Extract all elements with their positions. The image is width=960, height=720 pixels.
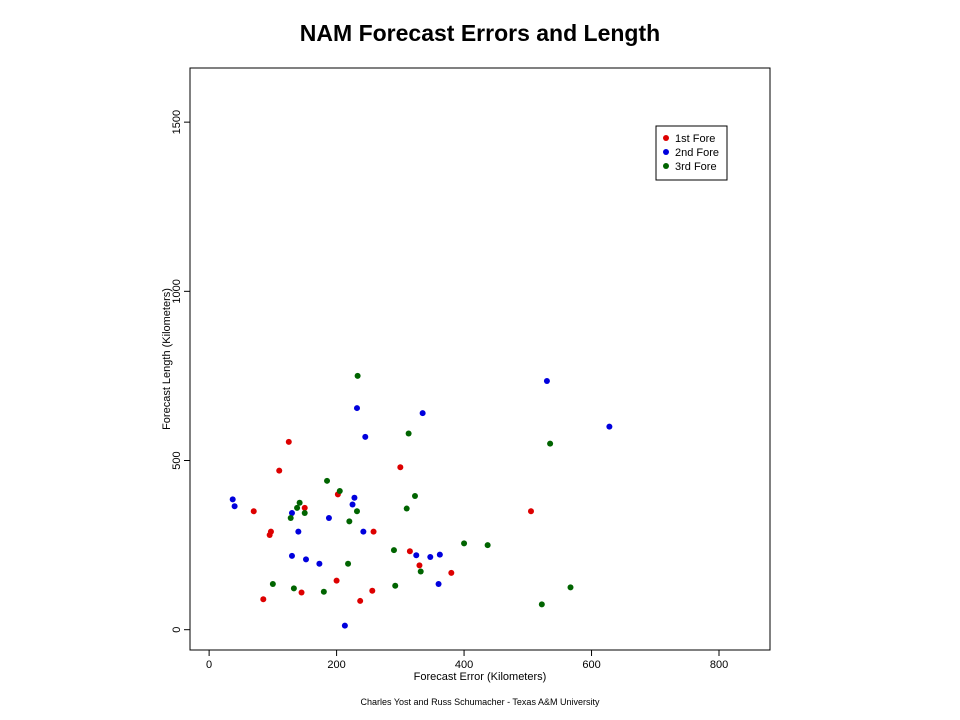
data-point-series-1 <box>298 589 305 596</box>
data-point-series-3 <box>346 518 353 525</box>
footer-credit: Charles Yost and Russ Schumacher - Texas… <box>360 697 600 707</box>
data-point-series-2 <box>413 552 420 559</box>
y-axis-label: Forecast Length (Kilometers) <box>161 288 173 430</box>
data-point-series-2 <box>543 377 550 384</box>
data-point-series-1 <box>260 596 267 603</box>
data-point-series-3 <box>336 487 343 494</box>
data-point-series-3 <box>392 582 399 589</box>
data-point-series-2 <box>295 528 302 535</box>
plot-frame <box>189 67 771 651</box>
y-tick-label: 1000 <box>171 279 183 303</box>
y-tick-label: 1500 <box>171 110 183 134</box>
y-tick-label: 500 <box>171 451 183 469</box>
y-tick-label: 0 <box>171 627 183 633</box>
data-point-series-2 <box>419 410 426 417</box>
legend-marker <box>663 135 669 141</box>
data-point-series-3 <box>294 504 301 511</box>
data-point-series-1 <box>416 562 423 569</box>
x-tick-label: 800 <box>710 659 728 671</box>
x-tick-label: 0 <box>206 659 212 671</box>
data-point-series-1 <box>369 587 376 594</box>
data-point-series-1 <box>333 577 340 584</box>
data-point-series-2 <box>325 515 332 522</box>
data-point-series-3 <box>547 440 554 447</box>
data-point-series-3 <box>461 540 468 547</box>
data-point-series-1 <box>267 528 274 535</box>
data-point-series-2 <box>351 494 358 501</box>
data-point-series-1 <box>285 438 292 445</box>
x-axis: 0 200 400 600 800 <box>206 650 728 671</box>
data-point-series-1 <box>397 464 404 471</box>
data-point-series-2 <box>229 496 236 503</box>
data-point-series-3 <box>484 542 491 549</box>
chart-title: NAM Forecast Errors and Length <box>299 20 661 46</box>
data-point-series-3 <box>405 430 412 437</box>
data-point-series-3 <box>287 515 294 522</box>
data-point-series-2 <box>349 501 356 508</box>
legend-marker <box>663 163 669 169</box>
data-point-series-3 <box>538 601 545 608</box>
data-point-series-3 <box>320 588 327 595</box>
data-point-series-2 <box>435 581 442 588</box>
data-point-series-1 <box>357 597 364 604</box>
x-axis-label: Forecast Error (Kilometers) <box>414 671 547 683</box>
data-point-series-1 <box>406 548 413 555</box>
legend-label: 2nd Fore <box>675 147 719 159</box>
x-tick-label: 200 <box>327 659 345 671</box>
data-point-series-2 <box>606 423 613 430</box>
data-point-series-2 <box>362 433 369 440</box>
data-point-series-3 <box>301 509 308 516</box>
data-point-series-1 <box>527 508 534 515</box>
y-axis: 0 500 1000 1500 <box>171 110 190 633</box>
legend-label: 3rd Fore <box>675 161 717 173</box>
data-point-series-2 <box>288 552 295 559</box>
data-point-series-2 <box>231 503 238 510</box>
data-point-series-1 <box>301 504 308 511</box>
data-points <box>229 372 613 629</box>
data-point-series-3 <box>345 560 352 567</box>
x-tick-label: 400 <box>455 659 473 671</box>
data-point-series-2 <box>353 405 360 412</box>
data-point-series-3 <box>296 499 303 506</box>
data-point-series-3 <box>269 581 276 588</box>
data-point-series-1 <box>448 569 455 576</box>
legend: 1st Fore 2nd Fore 3rd Fore <box>655 125 728 181</box>
data-point-series-1 <box>370 528 377 535</box>
data-point-series-3 <box>354 372 361 379</box>
legend-marker <box>663 149 669 155</box>
data-point-series-3 <box>290 585 297 592</box>
data-point-series-3 <box>324 477 331 484</box>
data-point-series-2 <box>436 551 443 558</box>
legend-label: 1st Fore <box>675 133 715 145</box>
data-point-series-3 <box>417 568 424 575</box>
data-point-series-3 <box>411 493 418 500</box>
data-point-series-1 <box>250 508 257 515</box>
data-point-series-3 <box>403 505 410 512</box>
data-point-series-3 <box>353 508 360 515</box>
data-point-series-2 <box>427 553 434 560</box>
data-point-series-1 <box>276 467 283 474</box>
data-point-series-3 <box>567 584 574 591</box>
data-point-series-2 <box>316 560 323 567</box>
data-point-series-2 <box>360 528 367 535</box>
data-point-series-2 <box>341 622 348 629</box>
data-point-series-2 <box>303 556 309 563</box>
data-point-series-3 <box>390 547 397 554</box>
x-tick-label: 600 <box>582 659 600 671</box>
data-point-series-2 <box>288 509 295 516</box>
